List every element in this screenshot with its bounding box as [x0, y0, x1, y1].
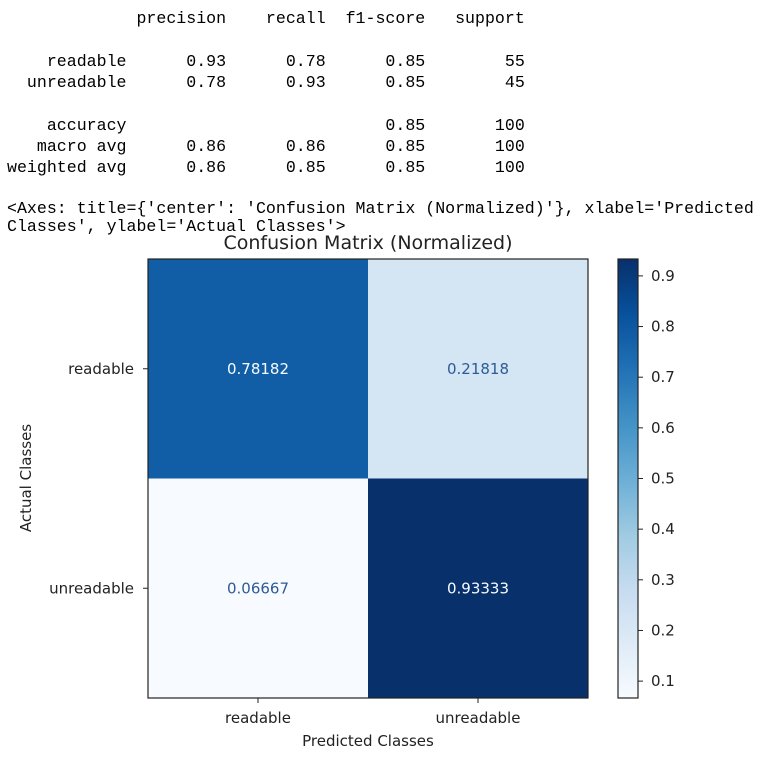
colorbar-tick-label: 0.1	[651, 672, 675, 690]
x-tick-label: unreadable	[436, 709, 521, 727]
colorbar-tick-label: 0.6	[651, 419, 675, 437]
x-axis-label: Predicted Classes	[302, 732, 434, 750]
cell-value-label: 0.78182	[227, 360, 289, 378]
colorbar	[617, 258, 639, 699]
classification-report: precision recall f1-score support readab…	[7, 9, 525, 178]
y-axis-label: Actual Classes	[17, 424, 35, 532]
cell-value-label: 0.93333	[447, 579, 509, 597]
colorbar-tick-label: 0.4	[651, 520, 675, 538]
chart-title: Confusion Matrix (Normalized)	[224, 232, 513, 254]
colorbar-tick-label: 0.8	[651, 318, 675, 336]
colorbar-tick-label: 0.5	[651, 470, 675, 488]
colorbar-tick-label: 0.9	[651, 267, 675, 285]
x-tick-label: readable	[225, 709, 291, 727]
plot-frame	[147, 258, 589, 699]
heatmap-cell	[368, 259, 588, 479]
colorbar-tick-label: 0.2	[651, 621, 675, 639]
axes-repr-output: <Axes: title={'center': 'Confusion Matri…	[7, 199, 764, 236]
y-tick-label: unreadable	[49, 579, 134, 597]
colorbar-tick-label: 0.3	[651, 571, 675, 589]
heatmap-cell	[148, 478, 368, 698]
colorbar-tick-label: 0.7	[651, 368, 675, 386]
heatmap-cell	[148, 259, 368, 479]
cell-value-label: 0.06667	[227, 579, 289, 597]
cell-value-label: 0.21818	[447, 360, 509, 378]
heatmap-cell	[368, 478, 588, 698]
y-tick-label: readable	[68, 360, 134, 378]
